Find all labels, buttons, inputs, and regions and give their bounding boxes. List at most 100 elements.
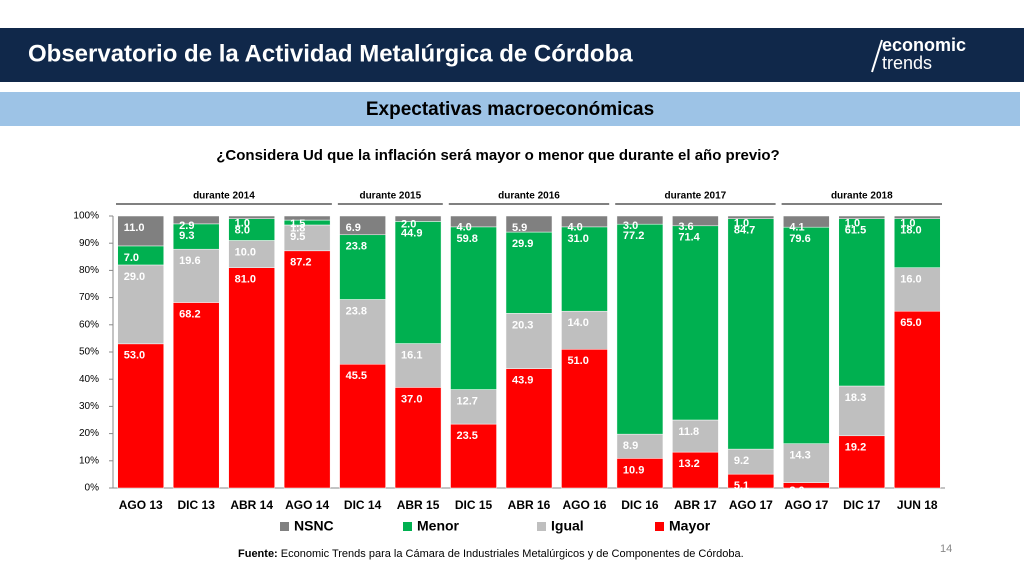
value-label: 37.0 — [401, 393, 422, 405]
legend-label: Igual — [551, 518, 584, 534]
value-label: 1.5 — [290, 218, 305, 230]
x-tick-label: AGO 14 — [285, 498, 329, 512]
group-label: durante 2014 — [193, 191, 255, 202]
source-text: Economic Trends para la Cámara de Indust… — [278, 548, 744, 560]
bar-segment — [339, 234, 386, 300]
bar-segment — [893, 215, 941, 219]
legend-swatch — [280, 522, 289, 531]
bar-segment — [783, 215, 830, 228]
x-tick-label: DIC 14 — [344, 498, 382, 512]
bar-segment — [450, 215, 497, 228]
logo-slash — [871, 39, 883, 73]
value-label: 61.5 — [845, 225, 866, 237]
bar-segment — [450, 226, 497, 390]
y-tick-label: 60% — [79, 319, 99, 330]
bar-segment — [283, 250, 331, 489]
legend-swatch — [537, 522, 546, 531]
bar-segment — [283, 224, 331, 252]
value-label: 1.0 — [845, 217, 860, 229]
value-label: 2.0 — [401, 219, 416, 231]
y-tick-label: 90% — [79, 238, 99, 249]
value-label: 3.6 — [678, 221, 693, 233]
bar-segment — [228, 267, 275, 489]
bar-segment — [616, 458, 664, 489]
bar-segment — [838, 385, 886, 437]
bar-segment — [727, 215, 775, 219]
value-label: 1.0 — [235, 217, 250, 229]
group-label: durante 2017 — [665, 191, 727, 202]
header-title: Observatorio de la Actividad Metalúrgica… — [28, 40, 633, 67]
value-label: 2.0 — [789, 485, 804, 497]
value-label: 6.9 — [346, 222, 361, 234]
x-tick-label: JUN 18 — [897, 498, 938, 512]
y-tick-label: 20% — [79, 428, 99, 439]
bar-segment — [505, 231, 553, 314]
bar-segment — [616, 215, 664, 225]
y-tick-label: 50% — [79, 347, 99, 358]
bar-segment — [505, 215, 553, 233]
value-label: 29.0 — [124, 271, 145, 283]
value-label: 4.0 — [567, 221, 582, 233]
bar-segment — [172, 215, 220, 225]
value-label: 9.3 — [179, 230, 194, 242]
chart-subtitle: ¿Considera Ud que la inflación será mayo… — [216, 147, 779, 164]
y-tick-label: 100% — [73, 211, 99, 222]
source-label: Fuente: — [238, 548, 278, 560]
bar-segment — [117, 215, 165, 247]
value-label: 84.7 — [734, 225, 755, 237]
header-band — [0, 28, 1024, 82]
value-label: 44.9 — [401, 227, 422, 239]
legend-swatch — [403, 522, 412, 531]
y-tick-label: 70% — [79, 292, 99, 303]
value-label: 11.0 — [124, 222, 145, 234]
logo-top: economic — [882, 35, 966, 55]
value-label: 65.0 — [900, 317, 921, 329]
bar-segment — [727, 218, 775, 450]
group-label: durante 2016 — [498, 191, 560, 202]
value-label: 1.0 — [900, 217, 915, 229]
bar-segment — [339, 299, 386, 365]
value-label: 10.0 — [235, 246, 256, 258]
bar-segment — [339, 215, 386, 236]
value-label: 4.1 — [789, 221, 804, 233]
bar-segment — [561, 226, 608, 312]
legend-label: Menor — [417, 518, 460, 534]
bar-segment — [561, 349, 608, 489]
value-label: 81.0 — [235, 274, 256, 286]
bar-segment — [394, 387, 442, 489]
bar-segment — [893, 218, 941, 268]
bar-segment — [228, 215, 275, 219]
value-label: 19.6 — [179, 255, 200, 267]
bar-segment — [838, 218, 886, 387]
value-label: 8.0 — [235, 225, 250, 237]
value-label: 10.9 — [623, 464, 644, 476]
bar-segment — [672, 215, 719, 227]
value-label: 4.0 — [457, 221, 472, 233]
x-tick-label: ABR 16 — [508, 498, 551, 512]
value-label: 79.6 — [789, 233, 810, 245]
x-tick-label: ABR 17 — [674, 498, 717, 512]
y-tick-label: 40% — [79, 374, 99, 385]
bar-segment — [561, 310, 608, 350]
value-label: 9.5 — [290, 231, 305, 243]
bar-segment — [450, 389, 497, 425]
group-label: durante 2015 — [359, 191, 421, 202]
y-tick-label: 0% — [85, 483, 100, 494]
bar-segment — [672, 419, 719, 453]
value-label: 18.3 — [845, 392, 866, 404]
value-label: 9.2 — [734, 455, 749, 467]
x-tick-label: DIC 15 — [455, 498, 493, 512]
value-label: 29.9 — [512, 238, 533, 250]
x-tick-label: DIC 13 — [178, 498, 216, 512]
value-label: 23.5 — [457, 430, 478, 442]
value-label: 23.8 — [346, 305, 367, 317]
legend-swatch — [655, 522, 664, 531]
bar-segment — [172, 302, 220, 489]
x-tick-label: DIC 17 — [843, 498, 881, 512]
value-label: 14.0 — [567, 317, 588, 329]
page-number: 14 — [940, 543, 952, 555]
value-label: 3.0 — [623, 220, 638, 232]
x-tick-label: AGO 16 — [562, 498, 606, 512]
group-label: durante 2018 — [831, 191, 893, 202]
value-label: 2.9 — [179, 220, 194, 232]
